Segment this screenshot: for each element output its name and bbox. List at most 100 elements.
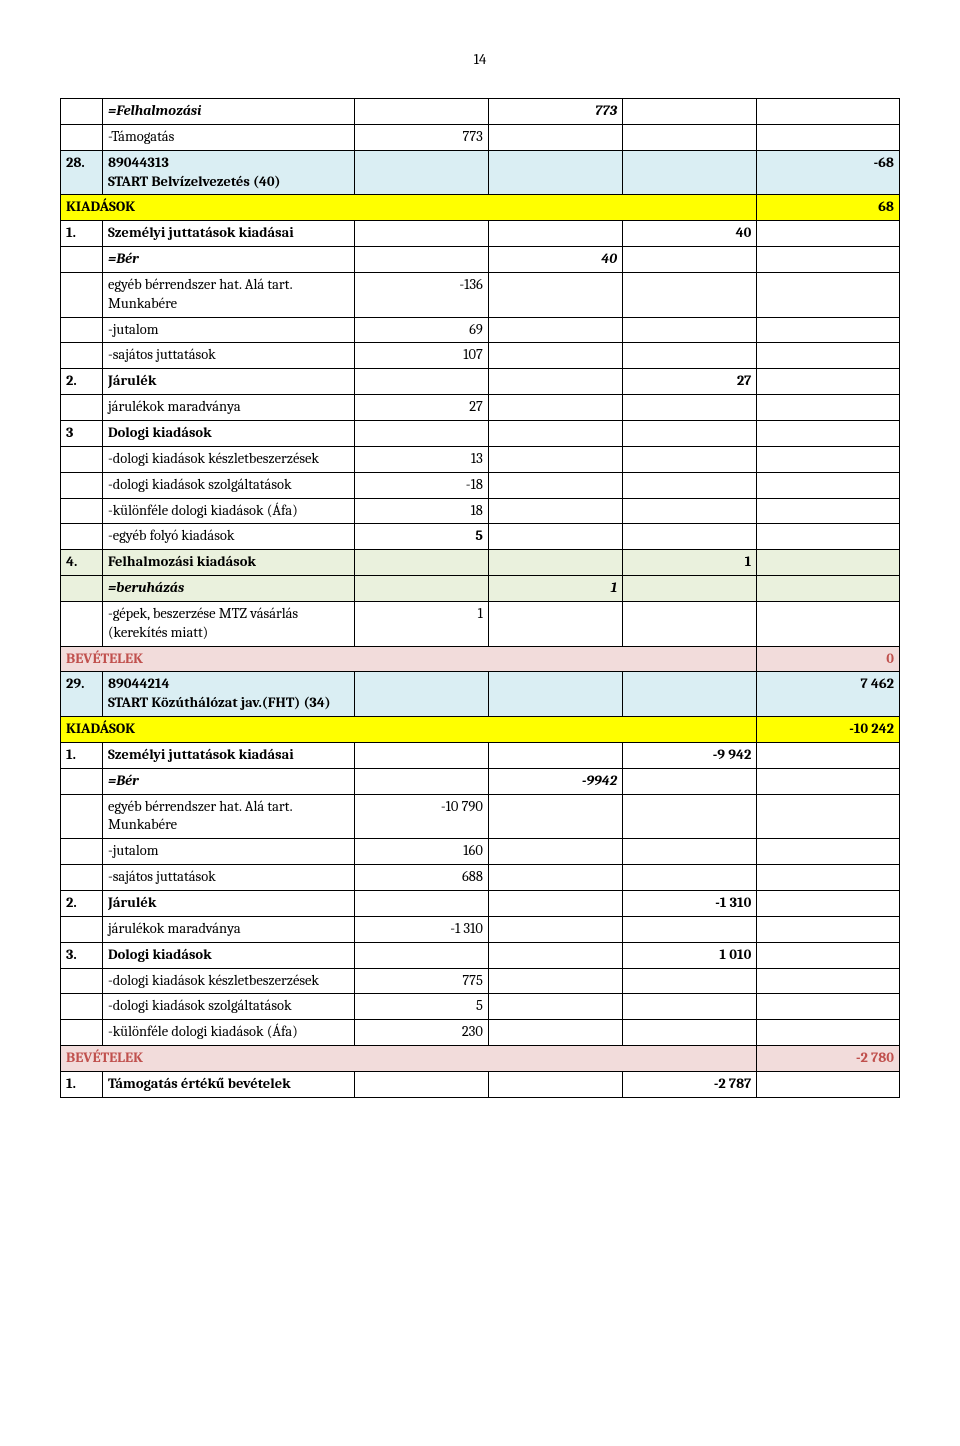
- cell: 68: [757, 195, 900, 221]
- table-row: -gépek, beszerzése MTZ vásárlás (kerekít…: [61, 601, 900, 646]
- table-row: járulékok maradványa27: [61, 395, 900, 421]
- cell: [757, 601, 900, 646]
- cell: -dologi kiadások szolgáltatások: [102, 472, 354, 498]
- cell: -sajátos juttatások: [102, 343, 354, 369]
- cell: [354, 891, 488, 917]
- page-number: 14: [60, 50, 900, 68]
- table-row: =beruházás1: [61, 576, 900, 602]
- cell: 40: [488, 247, 622, 273]
- cell: [61, 446, 103, 472]
- cell: -különféle dologi kiadások (Áfa): [102, 1020, 354, 1046]
- cell: [623, 124, 757, 150]
- table-row: 1.Személyi juttatások kiadásai -9 942: [61, 742, 900, 768]
- cell: [61, 317, 103, 343]
- table-row: 3Dologi kiadások: [61, 420, 900, 446]
- cell: [354, 221, 488, 247]
- cell: [623, 601, 757, 646]
- cell: [61, 601, 103, 646]
- cell: -dologi kiadások készletbeszerzések: [102, 446, 354, 472]
- cell: [623, 768, 757, 794]
- table-row: =Felhalmozási773: [61, 99, 900, 125]
- cell: [61, 794, 103, 839]
- cell: [623, 1020, 757, 1046]
- cell: [354, 576, 488, 602]
- cell: [61, 498, 103, 524]
- cell: [354, 369, 488, 395]
- table-row: egyéb bérrendszer hat. Alá tart. Munkabé…: [61, 272, 900, 317]
- table-row: -különféle dologi kiadások (Áfa)18: [61, 498, 900, 524]
- cell: 107: [354, 343, 488, 369]
- cell: [623, 968, 757, 994]
- cell: [757, 317, 900, 343]
- cell: -1 310: [354, 916, 488, 942]
- cell: [623, 247, 757, 273]
- cell: [757, 794, 900, 839]
- cell: [623, 99, 757, 125]
- table-row: KIADÁSOK68: [61, 195, 900, 221]
- budget-table: =Felhalmozási773-Támogatás77328.89044313…: [60, 98, 900, 1098]
- cell: [757, 472, 900, 498]
- cell: -dologi kiadások készletbeszerzések: [102, 968, 354, 994]
- table-row: =Bér-9942: [61, 768, 900, 794]
- cell: [61, 395, 103, 421]
- cell: [488, 865, 622, 891]
- table-row: -dologi kiadások készletbeszerzések775: [61, 968, 900, 994]
- cell: [488, 150, 622, 195]
- table-row: -dologi kiadások szolgáltatások-18: [61, 472, 900, 498]
- cell: KIADÁSOK: [61, 195, 757, 221]
- cell: 3.: [61, 942, 103, 968]
- table-row: =Bér 40: [61, 247, 900, 273]
- cell: [757, 865, 900, 891]
- cell: járulékok maradványa: [102, 916, 354, 942]
- cell: [488, 524, 622, 550]
- cell: -18: [354, 472, 488, 498]
- cell: -10 790: [354, 794, 488, 839]
- table-row: 4.Felhalmozási kiadások1: [61, 550, 900, 576]
- cell: =Bér: [102, 247, 354, 273]
- table-row: -jutalom69: [61, 317, 900, 343]
- table-row: -sajátos juttatások107: [61, 343, 900, 369]
- cell: [623, 395, 757, 421]
- cell: Felhalmozási kiadások: [102, 550, 354, 576]
- table-row: KIADÁSOK-10 242: [61, 717, 900, 743]
- cell: -9 942: [623, 742, 757, 768]
- table-row: BEVÉTELEK-2 780: [61, 1046, 900, 1072]
- cell: -különféle dologi kiadások (Áfa): [102, 498, 354, 524]
- cell: [488, 601, 622, 646]
- cell: [488, 343, 622, 369]
- cell: 773: [354, 124, 488, 150]
- cell: [354, 150, 488, 195]
- cell: 29.: [61, 672, 103, 717]
- table-row: járulékok maradványa-1 310: [61, 916, 900, 942]
- cell: -sajátos juttatások: [102, 865, 354, 891]
- cell: 773: [488, 99, 622, 125]
- cell: [488, 942, 622, 968]
- cell: -136: [354, 272, 488, 317]
- cell: [61, 839, 103, 865]
- cell: [757, 524, 900, 550]
- cell: egyéb bérrendszer hat. Alá tart. Munkabé…: [102, 794, 354, 839]
- cell: KIADÁSOK: [61, 717, 757, 743]
- cell: -1 310: [623, 891, 757, 917]
- cell: [488, 891, 622, 917]
- table-row: 2.Járulék27: [61, 369, 900, 395]
- cell: 0: [757, 646, 900, 672]
- cell: [488, 395, 622, 421]
- cell: BEVÉTELEK: [61, 1046, 757, 1072]
- cell: [61, 1020, 103, 1046]
- cell: [488, 446, 622, 472]
- cell: [757, 891, 900, 917]
- cell: -egyéb folyó kiadások: [102, 524, 354, 550]
- cell: [757, 124, 900, 150]
- cell: [354, 768, 488, 794]
- cell: [757, 768, 900, 794]
- cell: [757, 446, 900, 472]
- cell: [757, 272, 900, 317]
- cell: -jutalom: [102, 317, 354, 343]
- cell: 775: [354, 968, 488, 994]
- cell: 1.: [61, 742, 103, 768]
- cell: [623, 317, 757, 343]
- cell: -2 787: [623, 1071, 757, 1097]
- cell: [757, 839, 900, 865]
- cell: Személyi juttatások kiadásai: [102, 742, 354, 768]
